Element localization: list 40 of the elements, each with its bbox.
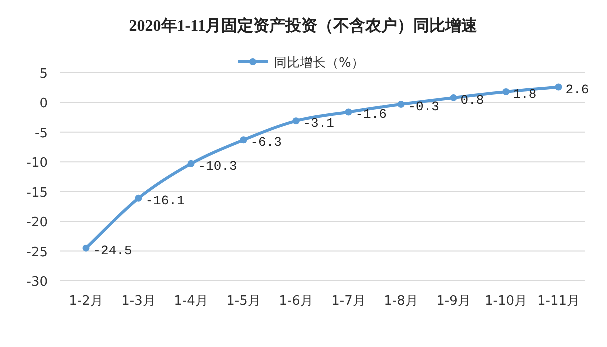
data-label: -3.1	[303, 116, 335, 132]
x-tick-label: 1-9月	[436, 294, 471, 309]
x-tick-label: 1-2月	[69, 294, 104, 309]
data-label: -16.1	[146, 193, 185, 208]
x-tick-label: 1-3月	[122, 294, 156, 309]
data-label: -6.3	[250, 135, 282, 150]
data-label: 1.8	[513, 87, 537, 102]
legend-label: 同比增长（%）	[274, 56, 364, 71]
data-label: -1.6	[356, 107, 387, 122]
x-tick-label: 1-7月	[332, 294, 366, 309]
data-label: -24.5	[93, 243, 132, 258]
x-tick-label: 1-6月	[279, 294, 314, 309]
y-tick-label: -20	[26, 216, 48, 231]
y-tick-label: 5	[40, 67, 48, 82]
data-label: 0.8	[460, 92, 484, 108]
y-tick-label: -10	[26, 156, 48, 172]
point	[135, 194, 142, 202]
y-tick-label: -5	[35, 126, 48, 142]
point	[450, 94, 458, 102]
y-tick-label: -25	[26, 245, 48, 260]
y-tick-label: 0	[40, 96, 48, 112]
chart-title: 2020年1-11月固定资产投资（不含农户）同比增速	[129, 17, 479, 35]
point	[555, 84, 562, 91]
data-label: 2.6	[566, 82, 590, 98]
point	[502, 88, 510, 96]
point	[240, 136, 248, 144]
y-tick-label: -15	[26, 186, 48, 201]
x-tick-label: 1-5月	[226, 294, 261, 309]
x-tick-label: 1-10月	[484, 294, 528, 309]
y-tick-label: -30	[26, 275, 48, 290]
x-tick-label: 1-4月	[174, 294, 208, 309]
x-tick-label: 1-11月	[537, 294, 580, 309]
data-label: -10.3	[198, 158, 238, 174]
point	[292, 118, 300, 125]
point	[82, 244, 90, 252]
point	[188, 160, 195, 168]
point	[345, 108, 352, 116]
point	[398, 100, 405, 108]
data-label: -0.3	[408, 99, 440, 114]
x-tick-label: 1-8月	[384, 294, 418, 309]
